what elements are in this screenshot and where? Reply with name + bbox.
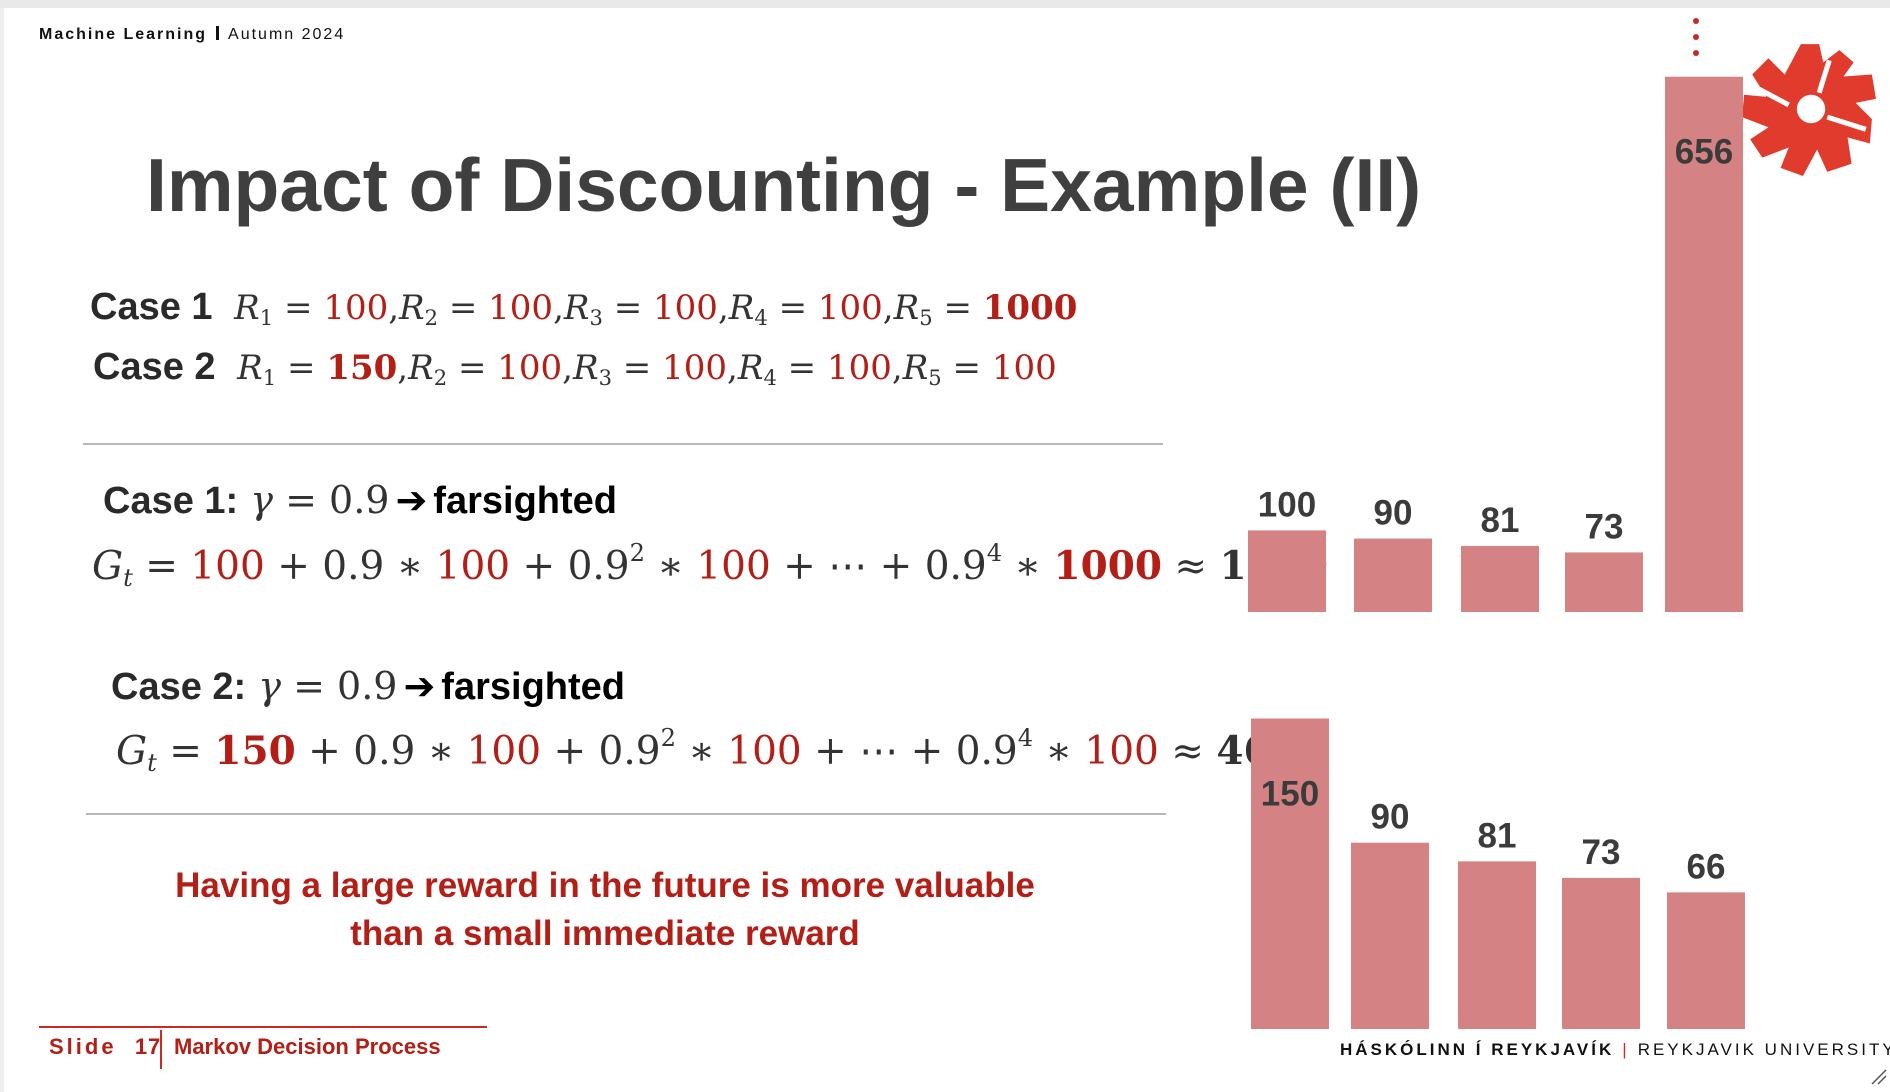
chart2-bar-1 [1251, 718, 1329, 1029]
chart2-bar-label-4: 73 [1582, 833, 1621, 872]
footer-divider [160, 1030, 162, 1069]
more-options-icon[interactable] [1690, 18, 1702, 56]
gamma-value: 0.9 [337, 664, 398, 708]
case2-rewards-row: Case 2 R1 = 150,R2 = 100,R3 = 100,R4 = 1… [93, 346, 1057, 389]
gamma-symbol: γ [250, 478, 274, 522]
divider-top [83, 443, 1163, 445]
arrow-right-icon: ➔ [403, 664, 436, 708]
section2-label: Case 2: [111, 666, 247, 708]
chart1-bar-label-3: 81 [1481, 501, 1520, 540]
section2-verdict: farsighted [441, 666, 625, 708]
divider-bottom [86, 813, 1166, 815]
chart1-bar-label-1: 100 [1258, 485, 1316, 524]
case2-R2: R2 = 100, [408, 348, 573, 390]
takeaway-line-1: Having a large reward in the future is m… [175, 866, 1035, 905]
section1-label: Case 1: [103, 480, 239, 522]
case1-rewards-row: Case 1 R1 = 100,R2 = 100,R3 = 100,R4 = 1… [90, 286, 1077, 329]
case1-R3: R3 = 100, [563, 288, 729, 330]
arrow-right-icon: ➔ [395, 478, 428, 522]
university-wordmark: HÁSKÓLINN Í REYKJAVÍK | REYKJAVIK UNIVERSI… [1340, 1040, 1890, 1059]
case2-label: Case 2 [93, 346, 216, 388]
gamma-symbol: γ [258, 664, 282, 708]
gamma-value: 0.9 [329, 478, 390, 522]
chart2-bar-3 [1458, 861, 1536, 1029]
section2-heading: Case 2: γ = 0.9 ➔ farsighted [111, 664, 625, 708]
university-logo [1742, 44, 1876, 176]
case1-R1: R1 = 100, [234, 288, 400, 330]
section1-return-equation: Gt = 100 + 0.9 ∗ 100 + 0.92 ∗ 100 + ⋯ + … [92, 541, 1328, 590]
section1-heading: Case 1: γ = 0.9 ➔ farsighted [103, 478, 617, 522]
chart1-bar-label-4: 73 [1585, 507, 1624, 546]
case2-R1: R1 = 150, [237, 348, 409, 390]
chart2-bar-label-5: 66 [1687, 847, 1726, 886]
chart1-bar-label-2: 90 [1374, 494, 1413, 533]
chart2-bar-label-1: 150 [1261, 775, 1319, 814]
course-header: Machine Learning Autumn 2024 [39, 26, 345, 44]
slide-topic: Markov Decision Process [174, 1034, 441, 1059]
takeaway-line-2: than a small immediate reward [350, 914, 860, 953]
chart1-bar-5 [1665, 76, 1743, 613]
section1-verdict: farsighted [433, 480, 617, 522]
chart1-bar-label-5: 656 [1675, 133, 1733, 172]
case2-R3: R3 = 100, [572, 348, 738, 390]
chart1-bar-3 [1461, 545, 1539, 612]
chart2-bar-2 [1351, 842, 1429, 1029]
slide-number: Slide 17 [49, 1034, 162, 1059]
case2-R5: R5 = 100 [902, 348, 1057, 390]
chart2-bar-5 [1667, 892, 1745, 1029]
footer-rule [39, 1026, 487, 1028]
case1-R5: R5 = 1000 [893, 288, 1078, 330]
chart1-bar-4 [1565, 552, 1643, 612]
header-separator [216, 26, 220, 40]
chart2-bar-label-3: 81 [1478, 816, 1517, 855]
course-name: Machine Learning [39, 26, 208, 43]
case1-R4: R4 = 100, [728, 288, 894, 330]
case2-R4: R4 = 100, [737, 348, 903, 390]
resize-grip-icon[interactable] [1868, 1066, 1888, 1086]
window-top-edge [0, 0, 1890, 8]
chart1-bar-2 [1354, 538, 1432, 612]
case1-label: Case 1 [90, 286, 213, 328]
chart2-bar-4 [1562, 877, 1640, 1029]
window-left-edge [0, 8, 4, 1092]
chart1-bar-1 [1248, 530, 1326, 612]
course-term: Autumn 2024 [228, 26, 346, 43]
takeaway-text: Having a large reward in the future is m… [90, 862, 1120, 958]
slide-title: Impact of Discounting - Example (II) [146, 143, 1422, 227]
case1-R2: R2 = 100, [399, 288, 564, 330]
chart2-bar-label-2: 90 [1371, 798, 1410, 837]
